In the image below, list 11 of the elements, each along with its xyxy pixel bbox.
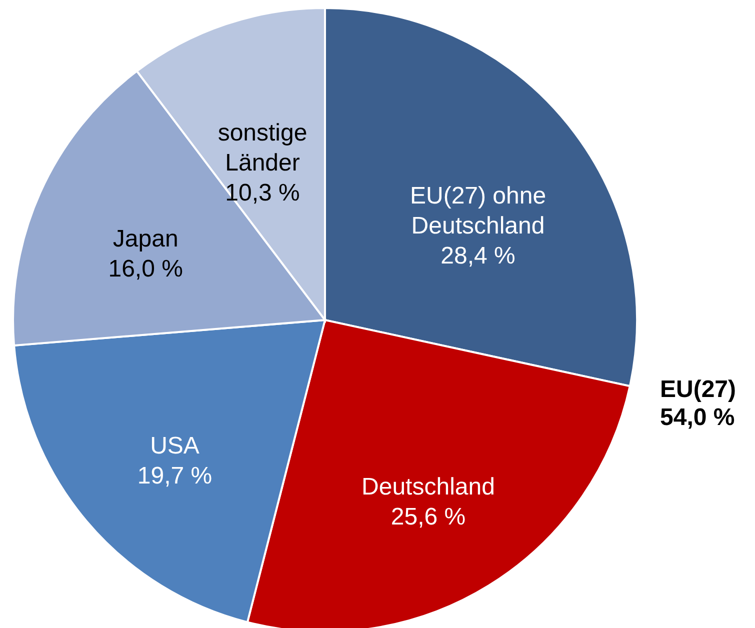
slice-label: sonstige Länder: [218, 120, 308, 177]
data-label: 16,0 %: [108, 256, 183, 283]
slice-label: USA: [150, 432, 200, 460]
data-label: 28,4 %: [440, 242, 516, 270]
slice-label: Japan: [112, 226, 178, 253]
data-label: 25,6 %: [390, 503, 466, 530]
slice-label: EU(27) ohne Deutschland: [410, 182, 546, 240]
text: EU(27) 54,0 %: [660, 376, 736, 432]
slice-label: Deutschland: [362, 473, 495, 500]
data-label: 19,7 %: [137, 462, 212, 490]
data-label: 10,3 %: [225, 180, 300, 207]
